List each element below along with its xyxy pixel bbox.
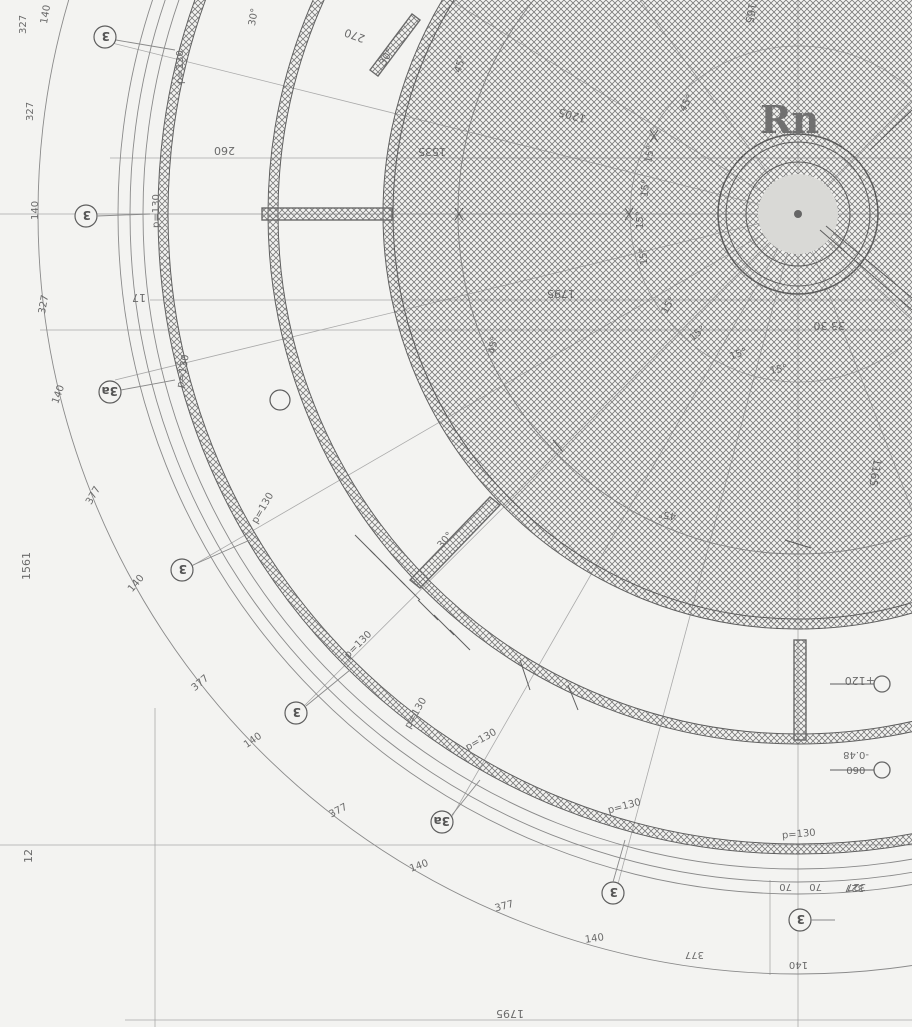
bottom-segment-140: 140: [789, 959, 808, 970]
pier-tag: 3: [284, 701, 308, 725]
svg-text:3: 3: [83, 208, 91, 222]
p-label: p=130: [151, 194, 162, 228]
dimension-1165-right: 1165: [866, 458, 884, 488]
segment-label: 377: [685, 949, 704, 960]
pier-tag: 3a: [98, 380, 122, 404]
dimension-1795-bottom: 1795: [496, 1007, 524, 1020]
segment-label: 377: [327, 802, 349, 821]
svg-text:3a: 3a: [102, 384, 118, 398]
dimension-260: 260: [214, 144, 235, 157]
segment-label: 140: [50, 384, 67, 406]
pier-tag: 3: [170, 558, 194, 582]
bottom-segment-327: 327: [847, 881, 866, 892]
p-label: p=130: [464, 727, 499, 753]
room-label: Rn: [760, 97, 819, 142]
pier-tag: 3: [74, 204, 98, 228]
p-label: p=130: [250, 491, 276, 526]
segment-label: 327: [25, 102, 36, 121]
dimension-1165-top: 1165: [742, 0, 760, 25]
p-label: p=130: [175, 50, 186, 84]
dimension-270: 270: [343, 26, 367, 45]
ring-ticks: [454, 129, 812, 549]
pier-tag: 3: [788, 908, 812, 932]
level-plus-120: +120: [845, 674, 875, 687]
angle-label: 45°: [487, 335, 501, 354]
angle-label: 15°: [638, 247, 651, 266]
svg-text:3a: 3a: [434, 814, 450, 828]
radial-walls: [261, 13, 807, 741]
segment-label: 140: [584, 932, 604, 946]
segment-label: 327: [845, 882, 864, 893]
segment-label: 140: [39, 4, 53, 25]
pier-tag: 3: [93, 25, 117, 49]
segment-label: 140: [126, 573, 147, 595]
segment-label: 327: [18, 15, 29, 34]
pier-tag: 3: [601, 881, 625, 905]
dimension-3330: 33 30: [814, 319, 846, 332]
angle-label: 15°: [643, 144, 657, 163]
svg-text:3: 3: [610, 885, 618, 899]
segment-label: 140: [30, 201, 41, 220]
level-markers: [830, 675, 891, 779]
angle-label: 30°: [247, 7, 261, 26]
dimension-1795-mid: 1795: [547, 287, 575, 300]
dimension-17: 17: [132, 291, 146, 304]
svg-text:3: 3: [797, 912, 805, 926]
dimension-12: 12: [22, 849, 35, 863]
pier-tags: 3 3 3a 3 3 3a 3 3: [74, 25, 812, 932]
dimension-1561: 1561: [20, 552, 33, 580]
segment-label: 140: [408, 858, 430, 875]
level-minus-048: -0.48: [843, 749, 869, 760]
segment-label: 377: [84, 485, 103, 507]
column-stubs: [269, 389, 579, 711]
tag-leaders: [96, 39, 835, 921]
angle-label: 15°: [769, 363, 788, 377]
svg-text:3: 3: [102, 29, 110, 43]
segment-label: 327: [37, 294, 51, 315]
p-label: p=130: [781, 828, 816, 842]
svg-text:3: 3: [179, 562, 187, 576]
segment-label: 377: [190, 673, 212, 694]
segment-label: 140: [242, 731, 264, 751]
ring-arcs: [37, 0, 912, 975]
dimension-1535: 1535: [418, 145, 446, 158]
bottom-segment-70b: 70: [809, 881, 822, 892]
central-hub: [717, 109, 912, 311]
bottom-segment-70a: 70: [779, 881, 792, 892]
angle-label: 45°: [658, 507, 677, 521]
angle-label: 15°: [640, 179, 653, 198]
svg-text:3: 3: [293, 705, 301, 719]
segment-label: 377: [494, 899, 515, 915]
angle-label: 15°: [635, 211, 646, 229]
p-label: p=130: [343, 629, 375, 661]
pier-tag: 3a: [430, 810, 454, 834]
